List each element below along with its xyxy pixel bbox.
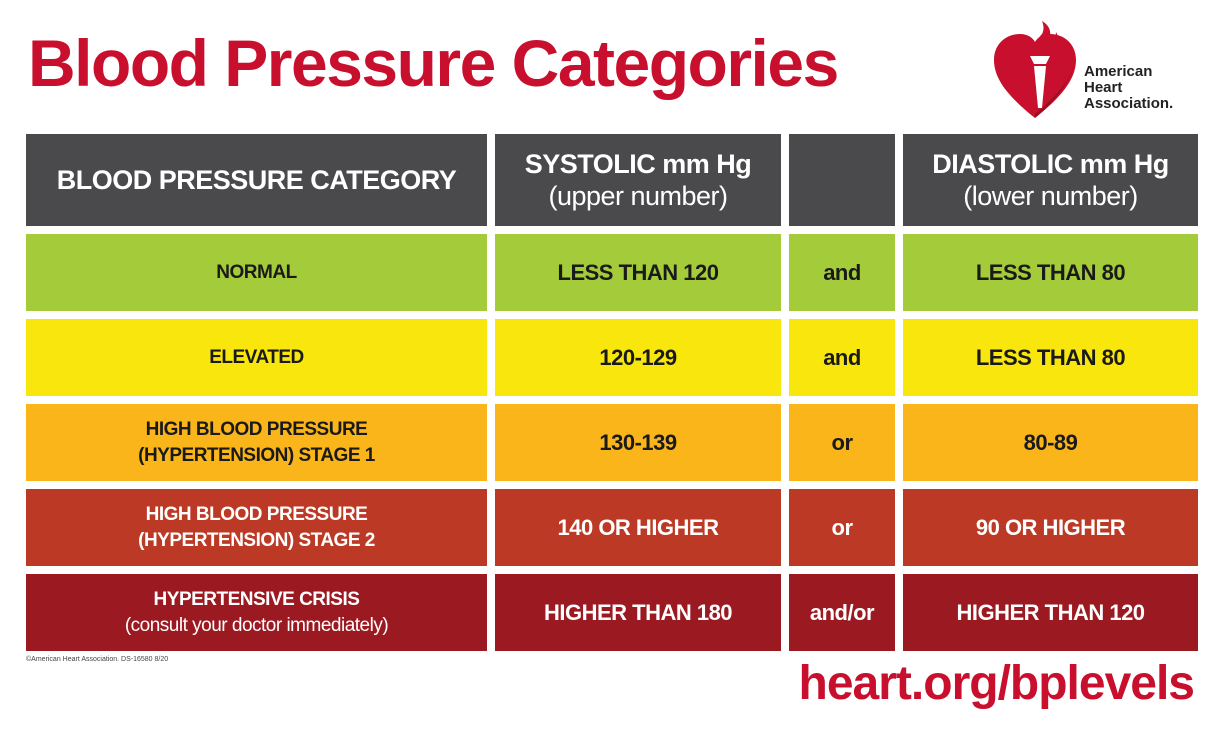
table-row-stage1: HIGH BLOOD PRESSURE (HYPERTENSION) STAGE… bbox=[26, 404, 1198, 481]
category-line1: ELEVATED bbox=[209, 346, 304, 368]
connector-cell: or bbox=[789, 404, 895, 481]
connector-cell: and bbox=[789, 234, 895, 311]
category-line1: HYPERTENSIVE CRISIS bbox=[153, 588, 360, 610]
table-row-normal: NORMAL LESS THAN 120 and LESS THAN 80 bbox=[26, 234, 1198, 311]
systolic-cell: HIGHER THAN 180 bbox=[495, 574, 781, 651]
systolic-cell: 140 OR HIGHER bbox=[495, 489, 781, 566]
header-diastolic: DIASTOLIC mm Hg (lower number) bbox=[903, 134, 1198, 226]
table-row-crisis: HYPERTENSIVE CRISIS (consult your doctor… bbox=[26, 574, 1198, 651]
table-row-stage2: HIGH BLOOD PRESSURE (HYPERTENSION) STAGE… bbox=[26, 489, 1198, 566]
category-line1: HIGH BLOOD PRESSURE bbox=[145, 418, 368, 440]
diastolic-cell: HIGHER THAN 120 bbox=[903, 574, 1198, 651]
logo-line-heart: Heart bbox=[1084, 79, 1123, 96]
table-row-elevated: ELEVATED 120-129 and LESS THAN 80 bbox=[26, 319, 1198, 396]
category-cell: HYPERTENSIVE CRISIS (consult your doctor… bbox=[26, 574, 487, 651]
aha-logo: American Heart Association. bbox=[990, 18, 1190, 122]
logo-line-american: American bbox=[1084, 63, 1153, 80]
diastolic-cell: 80-89 bbox=[903, 404, 1198, 481]
heart-torch-icon bbox=[994, 21, 1076, 118]
aha-logo-text: American Heart Association. bbox=[1084, 64, 1173, 112]
category-cell: NORMAL bbox=[26, 234, 487, 311]
diastolic-cell: LESS THAN 80 bbox=[903, 234, 1198, 311]
copyright-note: ©American Heart Association. DS-16580 8/… bbox=[26, 656, 169, 663]
table-header-row: BLOOD PRESSURE CATEGORY SYSTOLIC mm Hg (… bbox=[26, 134, 1198, 226]
systolic-cell: 120-129 bbox=[495, 319, 781, 396]
header-systolic-sub: (upper number) bbox=[548, 181, 728, 211]
header-systolic-label: SYSTOLIC mm Hg bbox=[524, 149, 752, 179]
header-diastolic-label: DIASTOLIC mm Hg bbox=[932, 149, 1169, 179]
category-line1: HIGH BLOOD PRESSURE bbox=[145, 503, 368, 525]
category-line2: (HYPERTENSION) STAGE 2 bbox=[138, 529, 375, 551]
connector-cell: and/or bbox=[789, 574, 895, 651]
category-line1: NORMAL bbox=[216, 261, 297, 283]
page-title: Blood Pressure Categories bbox=[28, 26, 839, 100]
diastolic-cell: 90 OR HIGHER bbox=[903, 489, 1198, 566]
systolic-cell: LESS THAN 120 bbox=[495, 234, 781, 311]
category-cell: HIGH BLOOD PRESSURE (HYPERTENSION) STAGE… bbox=[26, 404, 487, 481]
header-systolic: SYSTOLIC mm Hg (upper number) bbox=[495, 134, 781, 226]
header-category: BLOOD PRESSURE CATEGORY bbox=[26, 134, 487, 226]
bp-categories-table: BLOOD PRESSURE CATEGORY SYSTOLIC mm Hg (… bbox=[26, 134, 1198, 659]
diastolic-cell: LESS THAN 80 bbox=[903, 319, 1198, 396]
connector-cell: or bbox=[789, 489, 895, 566]
category-cell: HIGH BLOOD PRESSURE (HYPERTENSION) STAGE… bbox=[26, 489, 487, 566]
category-line2: (consult your doctor immediately) bbox=[124, 614, 389, 636]
header-connector bbox=[789, 134, 895, 226]
systolic-cell: 130-139 bbox=[495, 404, 781, 481]
website-url[interactable]: heart.org/bplevels bbox=[798, 657, 1195, 710]
category-cell: ELEVATED bbox=[26, 319, 487, 396]
header-diastolic-sub: (lower number) bbox=[963, 181, 1138, 211]
connector-cell: and bbox=[789, 319, 895, 396]
logo-line-association: Association. bbox=[1084, 95, 1174, 112]
category-line2: (HYPERTENSION) STAGE 1 bbox=[138, 444, 375, 466]
